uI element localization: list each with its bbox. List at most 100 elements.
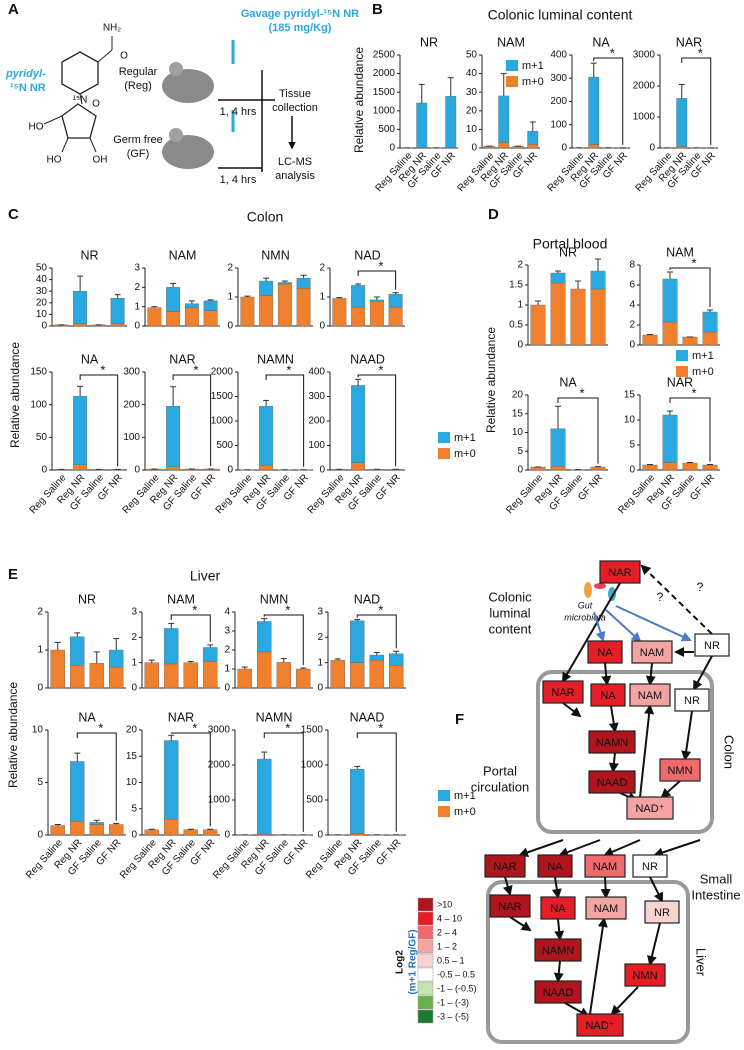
significance-bracket: [170, 732, 211, 827]
bar-segment: [662, 278, 678, 323]
bar-segment: [527, 131, 539, 145]
y-tick-label: 10: [36, 309, 48, 320]
y-tick-label: 3: [317, 607, 323, 618]
legend-swatch: [417, 953, 434, 968]
y-tick-label: 0: [37, 683, 43, 694]
bar-segment: [350, 620, 365, 663]
y-axis-label: Relative abundance: [6, 682, 20, 788]
pathway-arrow: [693, 655, 713, 691]
gavage-label: Gavage pyridyl-¹⁵N NR: [241, 8, 359, 20]
y-tick-label: 0: [517, 340, 523, 351]
bar-segment: [590, 288, 606, 346]
node-label: NMN: [667, 765, 692, 777]
legend-swatch: [506, 76, 518, 87]
bar-segment: [257, 758, 272, 835]
panel-letter: A: [8, 1, 19, 18]
significance-bracket: [263, 614, 304, 666]
bar-segment: [350, 769, 365, 834]
bar-segment: [109, 824, 124, 836]
y-tick-label: 2: [131, 632, 137, 643]
chart-title: NAM: [169, 248, 197, 262]
group-label: (Reg): [124, 80, 152, 92]
step-label: analysis: [275, 170, 315, 182]
bar-segment: [89, 663, 104, 689]
y-tick-label: 2: [37, 607, 43, 618]
microbiota-label: Gut: [578, 600, 593, 610]
bar-segment: [276, 662, 291, 689]
bar-segment: [73, 323, 88, 327]
panel-letter: F: [455, 711, 464, 728]
panel-letter: B: [372, 1, 383, 18]
panel-f: [486, 582, 714, 1044]
bond: [61, 137, 69, 153]
y-tick-label: 1000: [208, 795, 231, 806]
significance-bracket: [79, 374, 119, 467]
y-tick-label: 5: [37, 777, 43, 788]
chart: NAM 0 1 2 3 *: [131, 592, 220, 694]
y-tick-label: 5: [517, 446, 523, 457]
chart-title: NMN: [261, 248, 289, 262]
y-tick-label: 1: [224, 664, 230, 675]
compound-label: pyridyl-: [5, 68, 46, 80]
y-tick-label: 10: [466, 124, 478, 135]
pathway-arrow: [502, 876, 513, 896]
legend-label: m+0: [454, 806, 476, 818]
significance-label: *: [98, 720, 103, 735]
panel-title: Colonic luminal content: [488, 7, 633, 23]
y-tick-label: 15: [512, 408, 524, 419]
pathway-node: [537, 854, 573, 878]
pathway-arrow: [562, 702, 582, 718]
y-tick-label: 10: [126, 777, 138, 788]
bar-segment: [296, 668, 311, 689]
chart-title: NA: [592, 35, 610, 49]
legend-label: m+0: [522, 76, 544, 88]
bar-segment: [50, 649, 65, 689]
pathway-arrow: [603, 839, 641, 857]
bar-segment: [166, 287, 181, 312]
bar-segment: [166, 311, 181, 327]
bar-segment: [369, 299, 384, 302]
pathway-arrow: [558, 839, 601, 857]
bar-segment: [550, 282, 566, 346]
bar-segment: [277, 282, 292, 285]
node-label: NAAD: [597, 777, 628, 789]
y-tick-label: 100: [550, 119, 567, 130]
bacterium: [594, 583, 606, 589]
bar-segment: [550, 428, 566, 467]
liver-box: [486, 880, 690, 1044]
significance-label: *: [698, 45, 703, 60]
colon-box: [536, 670, 714, 834]
y-tick-label: 15: [126, 751, 138, 762]
region-label: Small: [700, 871, 733, 886]
significance-label: *: [285, 602, 290, 617]
bar-segment: [110, 323, 125, 327]
bar-segment: [388, 293, 403, 308]
bar-segment: [296, 277, 311, 289]
chart: NAD 0 1 2 3 *: [317, 592, 406, 694]
bar-segment: [416, 102, 428, 148]
y-tick-label: 2: [629, 320, 635, 331]
bar-segment: [527, 144, 539, 149]
legend-swatch: [417, 939, 434, 954]
legend-label: m+0: [692, 366, 714, 378]
node-label: NAR: [608, 567, 631, 579]
legend-label: 2 – 4: [437, 927, 457, 937]
y-tick-label: 400: [308, 367, 325, 378]
y-tick-label: 1: [131, 657, 137, 668]
node-label: NAD⁺: [635, 803, 664, 815]
node-label: NA: [597, 647, 613, 659]
bar-segment: [109, 666, 124, 689]
bar-segment: [498, 142, 510, 149]
y-tick-label: 3: [224, 626, 230, 637]
y-tick-label: 0: [319, 465, 325, 476]
bar-segment: [570, 288, 586, 346]
legend-swatch: [417, 1009, 434, 1024]
y-tick-label: 50: [36, 432, 48, 443]
atom-label: O: [92, 99, 100, 110]
y-tick-label: 8: [629, 260, 635, 271]
group-label: Germ free: [113, 134, 163, 146]
bond: [97, 49, 113, 63]
